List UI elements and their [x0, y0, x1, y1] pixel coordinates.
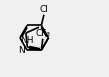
Text: NH: NH	[20, 36, 34, 45]
Text: Cl: Cl	[39, 5, 48, 14]
Text: N: N	[19, 46, 25, 55]
Text: CF₃: CF₃	[35, 29, 50, 38]
